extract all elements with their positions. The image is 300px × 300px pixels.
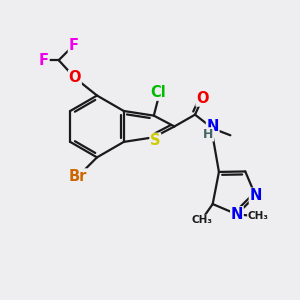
Text: CH₃: CH₃: [248, 211, 268, 221]
Text: F: F: [39, 53, 49, 68]
Text: Br: Br: [69, 169, 87, 184]
Text: N: N: [206, 119, 219, 134]
Text: Cl: Cl: [150, 85, 166, 100]
Text: S: S: [150, 133, 160, 148]
Text: CH₃: CH₃: [191, 215, 212, 225]
Text: O: O: [196, 91, 208, 106]
Text: N: N: [231, 207, 243, 222]
Text: F: F: [68, 38, 78, 53]
Text: N: N: [249, 188, 262, 203]
Text: O: O: [69, 70, 81, 86]
Text: H: H: [203, 128, 214, 141]
